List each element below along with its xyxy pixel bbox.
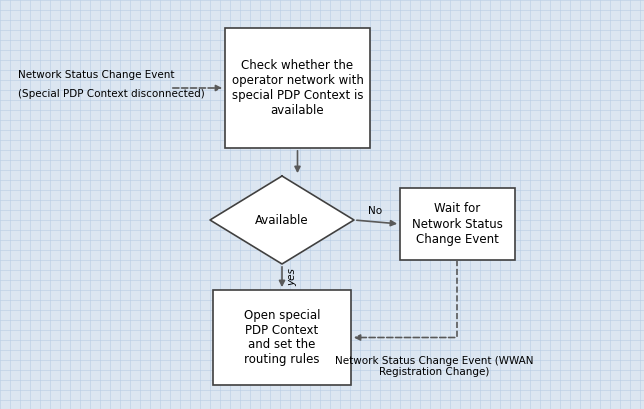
Text: Wait for
Network Status
Change Event: Wait for Network Status Change Event — [412, 202, 503, 245]
Polygon shape — [210, 176, 354, 264]
Text: Network Status Change Event (WWAN
Registration Change): Network Status Change Event (WWAN Regist… — [335, 355, 533, 377]
Text: (Special PDP Context disconnected): (Special PDP Context disconnected) — [18, 89, 205, 99]
Text: Available: Available — [255, 213, 309, 227]
Text: Check whether the
operator network with
special PDP Context is
available: Check whether the operator network with … — [232, 59, 363, 117]
FancyBboxPatch shape — [225, 28, 370, 148]
Text: Network Status Change Event: Network Status Change Event — [18, 70, 175, 80]
FancyBboxPatch shape — [400, 188, 515, 260]
Text: yes: yes — [287, 268, 297, 286]
Text: Open special
PDP Context
and set the
routing rules: Open special PDP Context and set the rou… — [243, 308, 320, 366]
FancyBboxPatch shape — [213, 290, 351, 385]
Text: No: No — [368, 206, 382, 216]
